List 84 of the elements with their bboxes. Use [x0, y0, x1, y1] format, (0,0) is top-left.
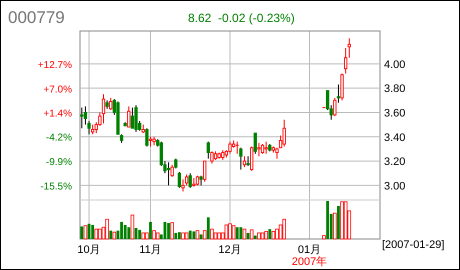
y2-tick-label: -4.2% [46, 132, 72, 144]
candlestick [348, 38, 351, 58]
bar [217, 232, 221, 240]
bar [254, 236, 257, 239]
bar [188, 230, 192, 239]
text: 2007年 [292, 256, 328, 268]
candlestick [264, 141, 268, 154]
bar [282, 218, 286, 240]
bar [260, 232, 264, 240]
bar [239, 227, 242, 239]
bar [340, 201, 344, 240]
bar [152, 230, 156, 240]
bar [184, 232, 188, 240]
bar [167, 223, 170, 239]
bar [210, 228, 214, 240]
bar [145, 232, 149, 240]
bar [337, 206, 340, 239]
bar [236, 227, 239, 239]
bar [170, 222, 174, 240]
bar [178, 232, 181, 239]
y2-tick-label: -15.5% [40, 181, 72, 192]
bar [156, 232, 160, 240]
bar [268, 229, 272, 239]
text: [2007-01-29] [382, 239, 444, 251]
bar [164, 222, 166, 239]
candlestick [166, 162, 170, 186]
y2-tick-label: -9.9% [46, 157, 72, 168]
bar [264, 231, 268, 240]
x-tick-label: 01月 [298, 244, 322, 256]
bar [138, 230, 142, 239]
candlestick [80, 107, 84, 129]
bar [322, 235, 326, 240]
candlestick [130, 107, 134, 129]
bar [250, 229, 254, 240]
candlestick [344, 48, 348, 74]
bar [112, 232, 116, 240]
x-tick-label: 11月 [139, 244, 162, 256]
candlestick [236, 141, 239, 154]
y-tick-label: 3.20 [384, 156, 406, 168]
candlestick [127, 106, 130, 128]
bar [127, 227, 130, 239]
bar [214, 232, 218, 240]
bar [94, 228, 98, 240]
bar [202, 230, 206, 240]
bar [120, 222, 123, 239]
bar [141, 232, 146, 240]
y-tick-label: 4.00 [384, 58, 406, 71]
bar [333, 212, 337, 240]
bar [228, 223, 232, 240]
candlestick [102, 94, 106, 124]
x-tick-label: 12月 [218, 244, 242, 256]
bar [88, 224, 90, 239]
y-tick-label: 3.40 [384, 132, 406, 144]
bar [109, 230, 112, 239]
bar [200, 234, 202, 239]
y-tick-label: 3.80 [384, 83, 406, 96]
bar [344, 201, 348, 240]
bar [272, 231, 276, 240]
bar [181, 232, 185, 240]
y2-tick-label: +7.0% [43, 84, 72, 96]
bar [275, 228, 279, 240]
chart-title: 000779 [8, 8, 65, 27]
bar [105, 218, 109, 240]
bar [246, 232, 250, 239]
bar [98, 228, 102, 240]
chart-subtitle: 8.62 -0.02 (-0.23%) [188, 11, 295, 25]
y2-tick-label: +12.7% [38, 60, 72, 71]
bar [232, 225, 236, 240]
bar [130, 214, 134, 240]
bar [242, 228, 246, 240]
candlestick [84, 106, 88, 126]
y2-tick-label: +1.4% [43, 108, 72, 120]
bar [84, 225, 88, 240]
y-tick-label: 3.00 [384, 180, 406, 192]
bar [326, 201, 329, 239]
candlestick [257, 142, 261, 157]
bar [192, 231, 196, 239]
bar [196, 230, 200, 240]
bar [149, 222, 152, 239]
bar [257, 232, 261, 240]
bar [134, 228, 138, 239]
bar [224, 224, 228, 240]
x-tick-label: 10月 [77, 244, 101, 256]
y-tick-label: 3.60 [384, 107, 406, 120]
